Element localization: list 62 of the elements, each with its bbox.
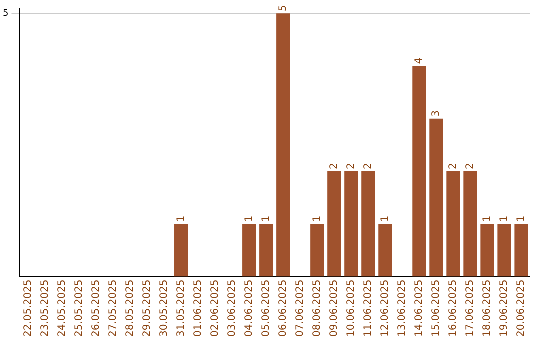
data-label: 2 <box>363 163 374 170</box>
bar <box>464 172 478 277</box>
data-label: 1 <box>499 216 510 222</box>
x-tick-label: 24.05.2025 <box>56 280 68 338</box>
data-label: 1 <box>244 216 255 222</box>
x-tick-label: 27.05.2025 <box>108 280 119 338</box>
x-tick-label: 29.05.2025 <box>142 280 153 338</box>
x-tick-label: 02.06.2025 <box>210 280 221 338</box>
bar <box>276 14 290 277</box>
data-label: 3 <box>431 110 442 117</box>
bar <box>480 224 494 277</box>
x-tick-label: 12.06.2025 <box>380 280 392 338</box>
data-label: 2 <box>465 163 476 170</box>
data-label: 1 <box>260 216 272 222</box>
x-tick-label: 20.06.2025 <box>516 280 528 338</box>
data-label: 1 <box>482 216 494 222</box>
x-tick-label: 13.06.2025 <box>397 280 408 338</box>
x-tick-label: 23.05.2025 <box>40 280 51 338</box>
bar <box>242 224 256 277</box>
data-label: 2 <box>448 163 460 170</box>
x-tick-label: 16.06.2025 <box>448 280 460 338</box>
bar <box>430 118 444 277</box>
bar <box>310 224 324 277</box>
x-tick-label: 03.06.2025 <box>226 280 238 338</box>
x-tick-label: 31.05.2025 <box>176 280 187 338</box>
x-tick-label: 17.06.2025 <box>465 280 476 338</box>
x-tick-label: 09.06.2025 <box>328 280 340 338</box>
bar <box>514 224 528 277</box>
x-tick-label: 01.06.2025 <box>192 280 204 338</box>
bar <box>174 224 188 277</box>
bar <box>378 224 392 277</box>
data-label: 1 <box>312 216 323 222</box>
x-tick-label: 08.06.2025 <box>312 280 323 338</box>
x-tick-label: 28.05.2025 <box>124 280 136 338</box>
data-label: 1 <box>516 216 528 222</box>
x-tick-label: 07.06.2025 <box>294 280 306 338</box>
bar <box>412 66 426 277</box>
x-tick-label: 30.05.2025 <box>158 280 170 338</box>
data-label: 5 <box>278 5 289 12</box>
x-tick-label: 18.06.2025 <box>482 280 494 338</box>
x-tick-label: 06.06.2025 <box>278 280 289 338</box>
data-label: 2 <box>328 163 340 170</box>
x-tick-label: 22.05.2025 <box>22 280 34 338</box>
x-tick-label: 26.05.2025 <box>90 280 102 338</box>
data-label: 1 <box>380 216 392 222</box>
data-label: 4 <box>414 58 426 64</box>
bar <box>362 172 376 277</box>
x-tick-label: 04.06.2025 <box>244 280 255 338</box>
x-tick-label: 11.06.2025 <box>363 280 374 338</box>
data-label: 1 <box>176 216 187 222</box>
bar <box>328 172 342 277</box>
x-tick-label: 14.06.2025 <box>414 280 426 338</box>
bar <box>260 224 274 277</box>
bar <box>498 224 512 277</box>
x-tick-label: 15.06.2025 <box>431 280 442 338</box>
x-tick-label: 25.05.2025 <box>74 280 85 338</box>
x-tick-label: 05.06.2025 <box>260 280 272 338</box>
bar <box>344 172 358 277</box>
data-label: 2 <box>346 163 357 170</box>
bar <box>446 172 460 277</box>
x-tick-label: 10.06.2025 <box>346 280 357 338</box>
x-tick-label: 19.06.2025 <box>499 280 510 338</box>
